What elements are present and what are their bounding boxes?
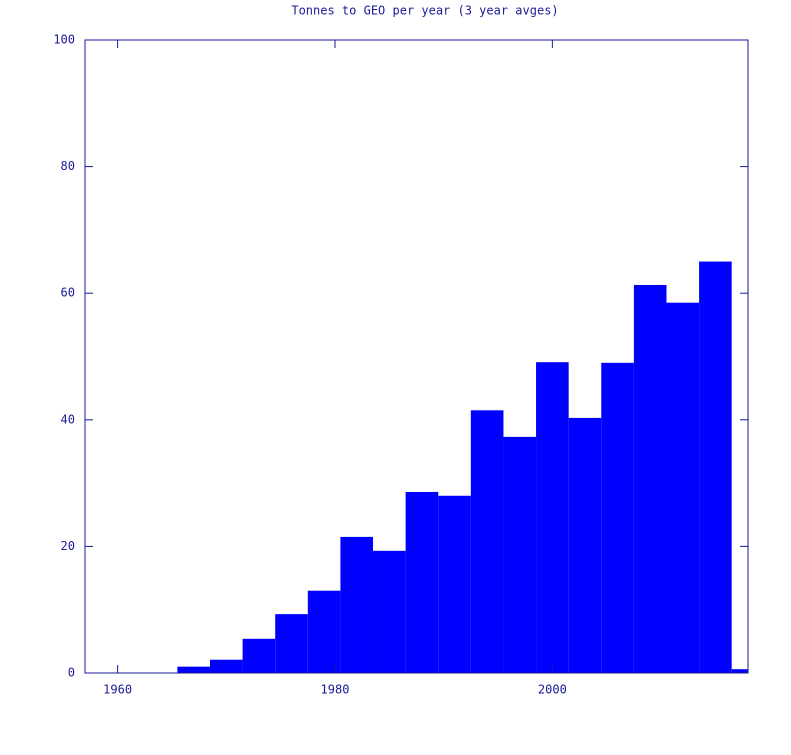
bar bbox=[275, 614, 308, 673]
bar bbox=[340, 536, 374, 673]
bar bbox=[633, 284, 667, 673]
bar bbox=[470, 410, 504, 673]
bar bbox=[177, 666, 210, 673]
bar bbox=[209, 659, 243, 673]
bar bbox=[699, 261, 732, 673]
bar bbox=[405, 491, 439, 673]
plot-area bbox=[177, 261, 748, 673]
bar bbox=[307, 590, 341, 673]
bar bbox=[242, 638, 276, 673]
bar bbox=[666, 302, 700, 673]
y-tick-label: 80 bbox=[61, 159, 75, 173]
x-tick-label: 2000 bbox=[538, 683, 567, 697]
y-tick-label: 40 bbox=[61, 412, 75, 426]
bar bbox=[536, 362, 569, 673]
chart-title: Tonnes to GEO per year (3 year avges) bbox=[291, 4, 558, 18]
y-tick-label: 60 bbox=[61, 286, 75, 300]
bar bbox=[731, 669, 748, 673]
plot-frame bbox=[84, 39, 749, 674]
x-tick-label: 1980 bbox=[321, 683, 350, 697]
bar bbox=[503, 436, 537, 673]
y-tick-label: 100 bbox=[53, 33, 75, 47]
y-tick-label: 20 bbox=[61, 539, 75, 553]
y-tick-label: 0 bbox=[68, 666, 75, 680]
bar bbox=[568, 417, 602, 673]
bar bbox=[438, 495, 471, 673]
x-tick-label: 1960 bbox=[103, 683, 132, 697]
bar bbox=[373, 550, 406, 673]
bar bbox=[601, 362, 634, 673]
